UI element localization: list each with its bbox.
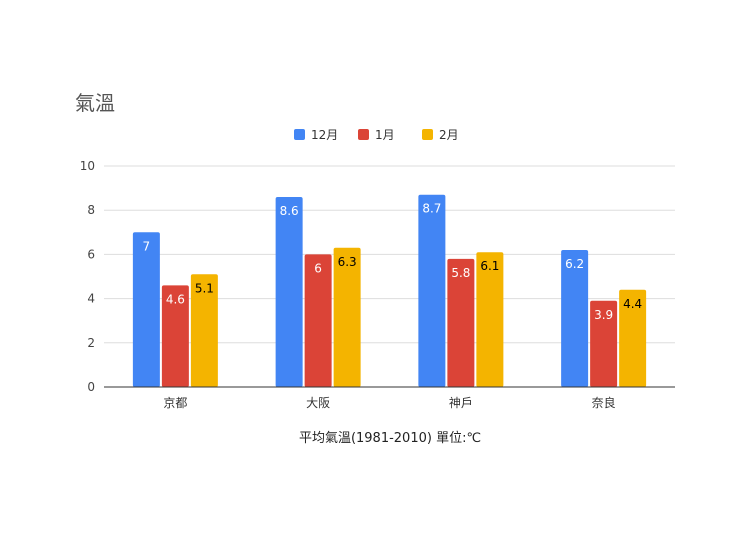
data-label: 5.1: [195, 281, 214, 295]
data-label: 3.9: [594, 308, 613, 322]
data-label: 6.1: [480, 259, 499, 273]
legend-swatch: [294, 129, 305, 140]
data-label: 4.4: [623, 297, 642, 311]
data-label: 8.7: [422, 202, 441, 216]
legend: 12月 1月 2月: [294, 128, 459, 142]
bar: [161, 285, 189, 387]
gridlines: [104, 165, 675, 344]
x-tick-label: 奈良: [592, 395, 616, 410]
x-tick-label: 神戶: [449, 396, 473, 410]
bar: [333, 247, 361, 387]
data-label: 7: [143, 239, 151, 253]
y-axis-ticks: 0 2 4 6 8 10: [80, 159, 95, 394]
bar: [447, 258, 475, 387]
bar: [275, 196, 303, 387]
y-tick-label: 8: [87, 203, 95, 217]
x-tick-label: 京都: [163, 396, 187, 410]
legend-swatch: [422, 129, 433, 140]
data-label: 6.2: [565, 257, 584, 271]
y-tick-label: 4: [87, 292, 95, 306]
x-axis-title: 平均氣溫(1981-2010) 單位:℃: [299, 431, 481, 446]
legend-label: 2月: [439, 128, 459, 142]
legend-label: 1月: [375, 128, 395, 142]
bar: [418, 194, 446, 387]
data-label: 5.8: [451, 266, 470, 280]
y-tick-label: 6: [87, 247, 95, 261]
legend-swatch: [358, 129, 369, 140]
bars: [132, 194, 647, 387]
bar: [132, 232, 160, 387]
bar: [304, 254, 332, 387]
y-tick-label: 0: [87, 380, 95, 394]
bar-labels: 7 4.6 5.1 8.6 6 6.3 8.7 5.8 6.1 6.2 3.9 4.4: [143, 202, 643, 322]
bar: [476, 252, 504, 387]
data-label: 4.6: [166, 292, 185, 306]
bar: [619, 289, 647, 387]
legend-label: 12月: [311, 128, 338, 142]
bar: [190, 274, 218, 387]
data-label: 6: [314, 261, 322, 275]
chart-title: 氣溫: [75, 91, 115, 115]
bar: [561, 249, 589, 387]
y-tick-label: 2: [87, 336, 95, 350]
bar: [590, 300, 618, 387]
x-axis-ticks: 京都 大阪 神戶 奈良: [163, 395, 615, 410]
y-tick-label: 10: [80, 159, 95, 173]
data-label: 8.6: [280, 204, 299, 218]
data-label: 6.3: [338, 255, 357, 269]
x-tick-label: 大阪: [306, 396, 330, 410]
